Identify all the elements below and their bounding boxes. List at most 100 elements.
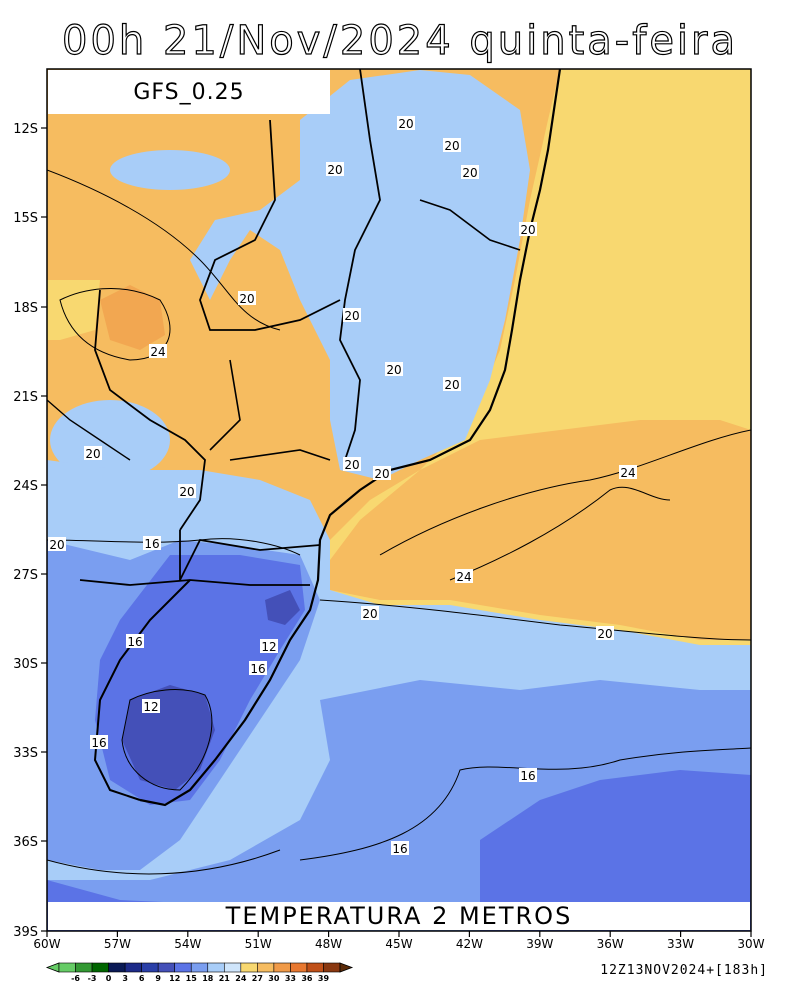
hot-spot — [100, 285, 165, 350]
colorbar-label: 30 — [268, 974, 280, 983]
model-label: GFS_0.25 — [48, 70, 330, 114]
isotherm-label: 16 — [519, 768, 537, 783]
isotherm-label: 20 — [343, 308, 361, 323]
state-border — [209, 359, 241, 451]
isotherms — [47, 169, 751, 875]
colorbar-swatch — [141, 962, 159, 973]
isotherm-label: 16 — [143, 536, 161, 551]
lat-tick-label: 18S — [13, 301, 38, 316]
field-title: TEMPERATURA 2 METROS — [48, 902, 750, 930]
lon-tick-label: 30W — [737, 937, 764, 951]
svg-text:16: 16 — [520, 769, 535, 783]
svg-text:20: 20 — [386, 363, 401, 377]
isotherm-label: 20 — [326, 162, 344, 177]
lon-tick-label: 42W — [456, 937, 483, 951]
isotherm-label: 20 — [343, 457, 361, 472]
isotherm-16 — [299, 747, 751, 861]
colorbar-label: 39 — [318, 974, 330, 983]
svg-text:20: 20 — [444, 139, 459, 153]
isotherm-20 — [319, 599, 751, 641]
svg-text:12: 12 — [143, 700, 158, 714]
svg-text:20: 20 — [398, 117, 413, 131]
isotherm-label: 20 — [596, 626, 614, 641]
lat-tick-label: 24S — [13, 479, 38, 494]
lon-tick-label: 48W — [315, 937, 342, 951]
isotherm-label: 20 — [48, 537, 66, 552]
colorbar-swatch — [75, 962, 93, 973]
longitude-axis: 60W 57W 54W 51W 48W 45W 42W 39W 36W 33W 30W — [33, 931, 765, 951]
colorbar-swatch — [91, 962, 109, 973]
svg-text:20: 20 — [362, 607, 377, 621]
svg-text:16: 16 — [250, 662, 265, 676]
colorbar-swatch — [207, 962, 225, 973]
colorbar-swatch — [240, 962, 258, 973]
svg-text:20: 20 — [49, 538, 64, 552]
lon-tick-label: 51W — [245, 937, 272, 951]
map-title: 00h 21/Nov/2024 quinta-feira — [61, 17, 738, 64]
lon-tick-label: 57W — [104, 937, 131, 951]
svg-text:16: 16 — [392, 842, 407, 856]
svg-text:16: 16 — [144, 537, 159, 551]
lon-tick-label: 54W — [174, 937, 201, 951]
svg-text:24: 24 — [620, 466, 635, 480]
colorbar-label: 36 — [301, 974, 313, 983]
colorbar-swatch — [306, 962, 324, 973]
svg-text:20: 20 — [444, 378, 459, 392]
svg-text:20: 20 — [85, 447, 100, 461]
lat-tick-label: 21S — [13, 390, 38, 405]
svg-text:20: 20 — [344, 309, 359, 323]
isotherm-24 — [379, 429, 751, 556]
isotherm-label: 16 — [90, 735, 108, 750]
colorbar-label: 12 — [169, 974, 180, 983]
colorbar-label: 33 — [285, 974, 296, 983]
lat-tick-label: 39S — [13, 925, 38, 940]
colorbar-label: 24 — [235, 974, 247, 983]
svg-text:20: 20 — [327, 163, 342, 177]
colorbar-label: 0 — [106, 974, 112, 983]
country-border — [47, 399, 131, 461]
lon-tick-label: 36W — [597, 937, 624, 951]
isotherm-12 — [121, 689, 213, 791]
warm-patch — [47, 280, 100, 340]
cool-spot — [110, 150, 230, 190]
colorbar-swatch — [223, 962, 242, 973]
isotherm-20 — [47, 169, 281, 331]
svg-text:20: 20 — [462, 166, 477, 180]
warm-ocean-area — [330, 420, 751, 640]
map-borders — [47, 69, 562, 807]
isotherm-label: 20 — [443, 138, 461, 153]
isotherm-label: 12 — [260, 639, 278, 654]
colorbar-label: 18 — [202, 974, 214, 983]
svg-text:20: 20 — [374, 467, 389, 481]
colorbar-swatch — [273, 962, 291, 973]
colorbar-swatch — [174, 962, 192, 973]
isotherm-label: 16 — [391, 841, 409, 856]
lon-tick-label: 60W — [33, 937, 60, 951]
latitude-axis: 12S 15S 18S 21S 24S 27S 30S 33S 36S 39S — [13, 122, 47, 940]
colorbar-swatch — [257, 962, 275, 973]
isotherm-label: 20 — [397, 116, 415, 131]
lat-tick-label: 36S — [13, 835, 38, 850]
isotherm-label: 20 — [178, 484, 196, 499]
state-border — [199, 119, 341, 331]
colorbar-swatch — [323, 962, 341, 973]
isotherm-label: 20 — [461, 165, 479, 180]
isotherm-label: 20 — [519, 222, 537, 237]
country-border — [93, 579, 191, 801]
colorbar-label: 21 — [219, 974, 231, 983]
state-border — [229, 449, 331, 461]
isotherm-label: 20 — [238, 291, 256, 306]
colorbar-label: 27 — [252, 974, 263, 983]
lat-tick-label: 12S — [13, 122, 38, 137]
lat-tick-label: 33S — [13, 746, 38, 761]
isotherm-24 — [59, 288, 171, 361]
colorbar-swatch — [108, 962, 126, 973]
lon-tick-label: 33W — [667, 937, 694, 951]
lon-tick-label: 39W — [526, 937, 553, 951]
svg-text:20: 20 — [239, 292, 254, 306]
svg-text:20: 20 — [344, 458, 359, 472]
isotherm-label: 24 — [149, 344, 167, 359]
isotherm-label: 24 — [619, 465, 637, 480]
